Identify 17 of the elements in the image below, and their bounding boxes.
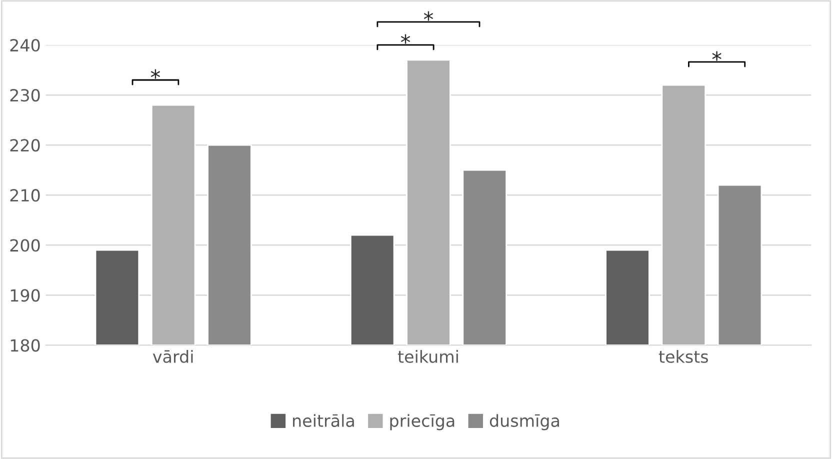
annotation: * xyxy=(712,51,722,61)
annotation: * xyxy=(150,69,160,79)
y-tick-label: 220 xyxy=(10,139,40,152)
y-tick-label: 210 xyxy=(10,189,40,202)
x-tick-label: teikumi xyxy=(398,350,458,363)
y-tick-label: 240 xyxy=(10,38,40,52)
x-tick-label: vārdi xyxy=(152,350,193,363)
text: * xyxy=(400,34,410,44)
text: * xyxy=(424,11,434,21)
legend-label: dusmīga xyxy=(490,414,559,430)
legend-label: neitrāla xyxy=(293,414,354,427)
x-tick-label: teksts xyxy=(658,350,708,363)
legend-label: priecīga xyxy=(390,414,454,430)
y-tick-label: 230 xyxy=(10,88,40,102)
y-tick-label: 200 xyxy=(10,239,40,252)
y-tick-label: 190 xyxy=(10,289,40,302)
y-tick-label: 180 xyxy=(10,339,40,352)
